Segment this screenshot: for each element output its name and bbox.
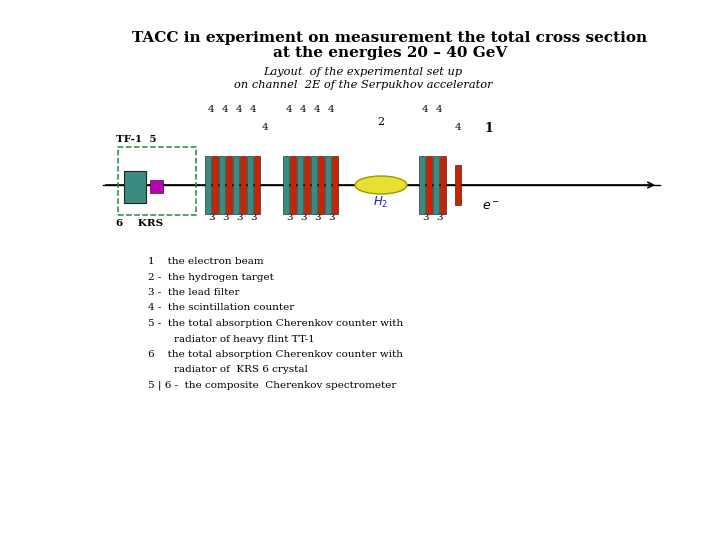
Text: 4: 4: [286, 105, 293, 114]
Text: on channel  2E of the Serpukhov accelerator: on channel 2E of the Serpukhov accelerat…: [234, 80, 492, 90]
Bar: [219, 156, 225, 214]
Text: 3: 3: [208, 213, 215, 222]
Text: 5 | 6 -  the composite  Cherenkov spectrometer: 5 | 6 - the composite Cherenkov spectrom…: [148, 381, 397, 390]
Text: 3: 3: [300, 213, 307, 222]
Text: 3 -  the lead filter: 3 - the lead filter: [148, 288, 240, 297]
Text: 3: 3: [222, 213, 229, 222]
Text: 2 -  the hydrogen target: 2 - the hydrogen target: [148, 273, 274, 281]
Text: 3: 3: [436, 213, 443, 222]
Text: 4: 4: [300, 105, 307, 114]
Bar: [240, 156, 246, 214]
Text: 1: 1: [485, 122, 493, 134]
Bar: [118, 147, 196, 215]
Bar: [433, 156, 439, 214]
Bar: [290, 156, 296, 214]
Bar: [247, 156, 253, 214]
Text: 4 -  the scintillation counter: 4 - the scintillation counter: [148, 303, 294, 313]
Text: 5 -  the total absorption Cherenkov counter with: 5 - the total absorption Cherenkov count…: [148, 319, 403, 328]
Bar: [233, 156, 239, 214]
Bar: [304, 156, 310, 214]
Bar: [297, 156, 303, 214]
Text: 4: 4: [236, 105, 243, 114]
Bar: [150, 180, 163, 193]
Text: 2: 2: [377, 117, 384, 127]
Bar: [332, 156, 338, 214]
Text: Layout  of the experimental set up: Layout of the experimental set up: [264, 67, 462, 77]
Text: 4: 4: [422, 105, 429, 114]
Text: $e^-$: $e^-$: [482, 200, 500, 213]
Bar: [440, 156, 446, 214]
Text: 4: 4: [436, 105, 443, 114]
Text: 4: 4: [222, 105, 229, 114]
Text: 3: 3: [328, 213, 335, 222]
Bar: [311, 156, 317, 214]
Bar: [283, 156, 289, 214]
Text: 4: 4: [455, 124, 462, 132]
Text: radiator of heavy flint TT-1: radiator of heavy flint TT-1: [148, 334, 315, 343]
Text: 3: 3: [286, 213, 293, 222]
Text: TF-1  5: TF-1 5: [116, 134, 156, 144]
Bar: [455, 165, 461, 205]
Bar: [426, 156, 432, 214]
Text: 4: 4: [208, 105, 215, 114]
Text: 6    KRS: 6 KRS: [116, 219, 163, 227]
Text: 3: 3: [236, 213, 243, 222]
Text: 3: 3: [422, 213, 429, 222]
Bar: [318, 156, 324, 214]
Text: 3: 3: [314, 213, 321, 222]
Text: 4: 4: [261, 124, 269, 132]
Text: 4: 4: [250, 105, 257, 114]
Text: 1    the electron beam: 1 the electron beam: [148, 257, 264, 266]
Text: $H_2$: $H_2$: [374, 194, 389, 210]
Bar: [124, 171, 146, 203]
Text: 4: 4: [328, 105, 335, 114]
Text: 6    the total absorption Cherenkov counter with: 6 the total absorption Cherenkov counter…: [148, 350, 403, 359]
Bar: [325, 156, 331, 214]
Bar: [254, 156, 260, 214]
Bar: [212, 156, 218, 214]
Text: 3: 3: [250, 213, 257, 222]
Text: 4: 4: [314, 105, 321, 114]
Ellipse shape: [355, 176, 407, 194]
Bar: [419, 156, 425, 214]
Text: radiator of  KRS 6 crystal: radiator of KRS 6 crystal: [148, 366, 308, 375]
Text: at the energies 20 – 40 GeV: at the energies 20 – 40 GeV: [273, 46, 507, 60]
Bar: [205, 156, 211, 214]
Text: TACC in experiment on measurement the total cross section: TACC in experiment on measurement the to…: [132, 31, 647, 45]
Bar: [226, 156, 232, 214]
